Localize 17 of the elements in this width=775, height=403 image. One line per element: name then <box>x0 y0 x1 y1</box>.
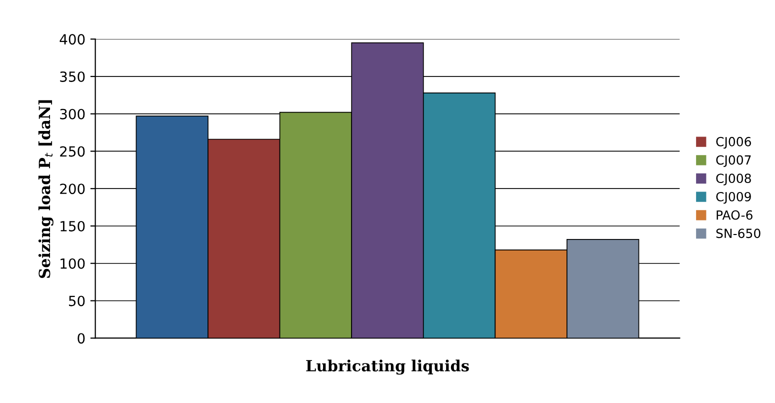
legend-label: PAO-6 <box>716 210 752 220</box>
y-tick-label: 0 <box>78 333 85 344</box>
legend-label: CJ006 <box>716 136 752 149</box>
y-tick-label: 100 <box>60 258 85 269</box>
y-tick-label: 400 <box>60 34 85 45</box>
legend-label: CJ007 <box>716 155 751 168</box>
y-axis-title: Seizing load P$_{t}$ [daN] <box>38 100 54 278</box>
y-tick-label: 150 <box>60 220 85 232</box>
y-tick-label: 250 <box>60 146 85 157</box>
legend-label: CJ009 <box>716 192 751 204</box>
y-tick-label: 350 <box>60 71 85 82</box>
y-tick-label: 300 <box>60 108 85 120</box>
x-axis-title: Lubricating liquids <box>306 360 469 375</box>
legend-label: SN-650 <box>716 228 760 238</box>
y-tick-label: 50 <box>69 296 85 306</box>
y-tick-label: 200 <box>60 184 85 194</box>
legend-label: CJ008 <box>716 174 751 186</box>
